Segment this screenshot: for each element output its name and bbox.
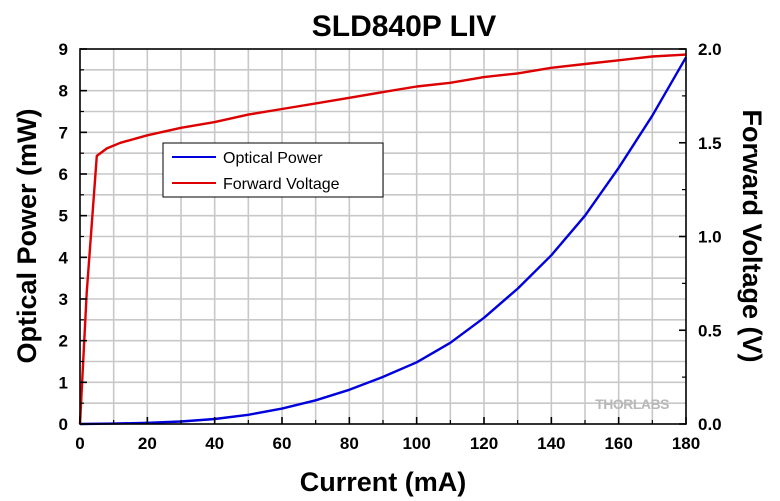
chart-title: SLD840P LIV [312, 10, 497, 43]
thorlabs-watermark: THORLABS [595, 396, 669, 412]
x-tick-label: 160 [604, 434, 632, 453]
y-axis-title: Optical Power (mW) [12, 108, 42, 363]
forward-voltage-line [78, 53, 687, 425]
legend-label-forward-voltage: Forward Voltage [223, 176, 340, 193]
y2-tick-label: 0.5 [698, 321, 722, 340]
y-tick-label: 4 [59, 248, 69, 267]
x-axis-title: Current (mA) [300, 467, 467, 497]
y-tick-label: 7 [59, 123, 68, 142]
y-tick-label: 9 [59, 40, 68, 59]
y2-tick-label: 0.0 [698, 415, 722, 434]
x-tick-label: 60 [273, 434, 292, 453]
y2-axis-title: Forward Voltage (V) [737, 109, 767, 362]
grid [80, 49, 686, 424]
legend: Optical Power Forward Voltage [162, 142, 384, 198]
legend-box [162, 142, 384, 198]
y-tick-label: 0 [59, 415, 68, 434]
x-tick-label: 40 [205, 434, 224, 453]
y-tick-label: 1 [59, 373, 68, 392]
ticks: 0 20 40 60 80 100 120 140 160 180 0 1 2 3 4 5 6 7 8 9 0.0 0.5… [59, 40, 722, 453]
x-tick-label: 0 [75, 434, 84, 453]
legend-label-optical-power: Optical Power [223, 150, 323, 167]
y2-tick-label: 1.5 [698, 134, 722, 153]
y-tick-label: 5 [59, 207, 68, 226]
x-tick-label: 80 [340, 434, 359, 453]
y-tick-label: 8 [59, 82, 68, 101]
x-tick-label: 20 [138, 434, 157, 453]
x-tick-label: 140 [537, 434, 565, 453]
y-tick-label: 3 [59, 290, 68, 309]
x-tick-label: 100 [402, 434, 430, 453]
x-tick-label: 180 [672, 434, 700, 453]
y2-tick-label: 1.0 [698, 228, 722, 247]
y-tick-label: 2 [59, 332, 68, 351]
y2-tick-label: 2.0 [698, 40, 722, 59]
y-tick-label: 6 [59, 165, 68, 184]
x-tick-label: 120 [470, 434, 498, 453]
